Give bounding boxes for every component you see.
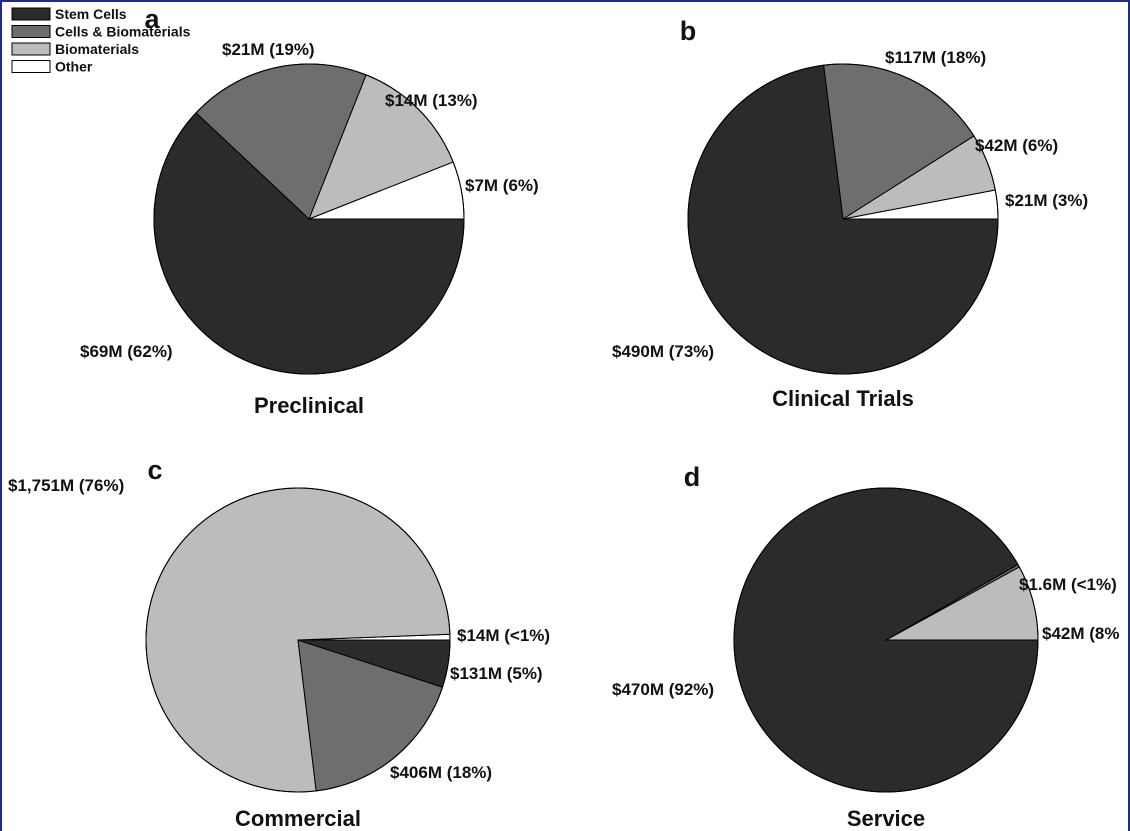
pie-a-label-biomaterials: $14M (13%) — [385, 91, 478, 110]
panel-letter-a: a — [144, 4, 160, 34]
pie-b-label-cells-biomaterials: $117M (18%) — [885, 48, 986, 67]
legend-swatch — [11, 7, 51, 21]
pie-a-label-stem-cells: $69M (62%) — [80, 342, 173, 361]
legend-label: Stem Cells — [55, 6, 127, 22]
pie-d-outline — [733, 487, 1039, 793]
pie-b-label-other: $21M (3%) — [1005, 191, 1088, 210]
pie-c-label-biomaterials: $1,751M (76%) — [8, 476, 124, 495]
panel-letter-b: b — [680, 16, 697, 46]
legend-label: Other — [55, 59, 93, 75]
pie-b-label-biomaterials: $42M (6%) — [975, 136, 1058, 155]
pie-c-label-cells-biomaterials: $406M (18%) — [390, 763, 492, 782]
legend-item-biomaterials: Biomaterials — [11, 41, 139, 57]
pie-d-slice-stem-cells — [733, 487, 1039, 793]
panel-title-a: Preclinical — [254, 393, 364, 418]
pie-a-label-cells-biomaterials: $21M (19%) — [222, 40, 315, 59]
legend-item-stem-cells: Stem Cells — [11, 6, 127, 22]
pie-d-label-biomaterials: $42M (8% — [1042, 624, 1119, 643]
panel-letter-d: d — [684, 462, 701, 492]
pie-charts: $69M (62%) $21M (19%) $14M (13%) $7M (6%) a P… — [8, 4, 1119, 831]
pie-c-label-stem-cells: $131M (5%) — [450, 664, 543, 683]
pie-b-outline — [687, 63, 999, 375]
pie-chart-d: $470M (92%) $1.6M (<1%) $42M (8% d Service — [612, 462, 1119, 831]
pie-b-label-stem-cells: $490M (73%) — [612, 342, 714, 361]
pie-a-label-other: $7M (6%) — [465, 176, 539, 195]
legend-item-other: Other — [11, 59, 93, 75]
pie-chart-b: $490M (73%) $117M (18%) $42M (6%) $21M (3%)… — [612, 16, 1088, 411]
panel-letter-c: c — [147, 455, 162, 485]
panel-title-c: Commercial — [235, 806, 361, 831]
legend-swatch — [11, 60, 51, 73]
legend-label: Cells & Biomaterials — [55, 24, 191, 40]
legend-swatch — [11, 42, 51, 56]
panel-title-d: Service — [847, 806, 925, 831]
pie-d-label-stem-cells: $470M (92%) — [612, 680, 714, 699]
pie-c-outline — [145, 487, 451, 793]
pie-a-outline — [153, 63, 465, 375]
legend-label: Biomaterials — [55, 41, 139, 57]
legend: Stem Cells Cells & BiomaterialsBiomateria… — [11, 6, 191, 75]
pie-chart-c: $131M (5%) $406M (18%) $1,751M (76%) $14M (… — [8, 455, 550, 831]
pie-chart-a: $69M (62%) $21M (19%) $14M (13%) $7M (6%) a P… — [80, 4, 539, 418]
pie-d-label-cells-biomaterials: $1.6M (<1%) — [1019, 575, 1117, 594]
panel-title-b: Clinical Trials — [772, 386, 914, 411]
pie-c-label-other: $14M (<1%) — [457, 626, 550, 645]
legend-item-cells-biomaterials: Cells & Biomaterials — [11, 24, 191, 40]
legend-swatch — [11, 25, 51, 38]
